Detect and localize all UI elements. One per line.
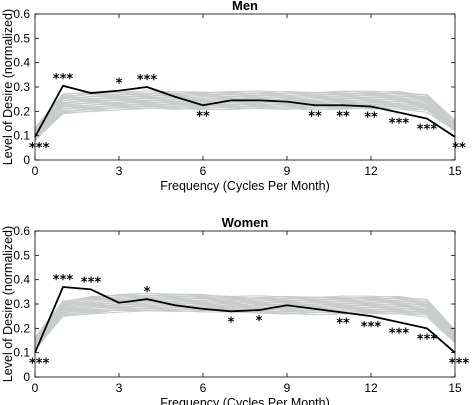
- men-significance-label: ***: [137, 73, 158, 88]
- men-xtick-label: 0: [32, 164, 39, 178]
- women-significance-label: ***: [29, 357, 50, 372]
- men-significance-label: ***: [417, 123, 438, 138]
- men-axes-box: [34, 13, 456, 161]
- men-xtick-label: 6: [200, 164, 207, 178]
- women-significance-label: *: [256, 314, 263, 329]
- women-series-line: [34, 286, 456, 354]
- men-significance-label: ***: [53, 72, 74, 87]
- women-xtick-label: 3: [116, 381, 123, 395]
- women-panel: 00.10.20.30.40.50.60 3 6 9 12 15****** ***** * *…: [1, 215, 469, 405]
- men-ytick-label: 0.5: [13, 31, 30, 45]
- men-significance-label: ***: [389, 117, 410, 132]
- women-significance-label: ***: [53, 273, 74, 288]
- men-significance-label: ***: [29, 141, 50, 156]
- women-xtick-label: 6: [200, 381, 207, 395]
- women-xtick-label: 15: [448, 381, 462, 395]
- men-ytick-label: 0.6: [13, 7, 30, 21]
- women-ytick-label: 0.6: [13, 224, 30, 238]
- women-y-axis-label: Level of Desire (normalized): [1, 226, 15, 382]
- women-xtick-label: 9: [284, 381, 291, 395]
- men-significance-label: **: [308, 109, 322, 124]
- women-ytick-label: 0.3: [13, 297, 30, 311]
- women-significance-label: *: [144, 285, 151, 300]
- women-ytick-label: 0: [23, 370, 30, 384]
- women-significance-label: ***: [81, 275, 102, 290]
- men-significance-label: **: [364, 110, 378, 125]
- women-significance-label: ***: [389, 326, 410, 341]
- men-panel: 00.10.20.30.40.50.60 3 6 9 12 15****** * ***** *…: [1, 0, 466, 193]
- men-xtick-label: 12: [364, 164, 378, 178]
- men-series-line: [34, 84, 456, 138]
- men-y-axis-label: Level of Desire (normalized): [1, 9, 15, 165]
- men-ytick-label: 0.2: [13, 104, 30, 118]
- men-xtick-label: 9: [284, 164, 291, 178]
- men-ytick-label: 0: [23, 153, 30, 167]
- men-ytick-label: 0.3: [13, 80, 30, 94]
- women-significance-label: **: [336, 317, 350, 332]
- men-significance-label: **: [336, 109, 350, 124]
- men-panel-title: Men: [232, 0, 258, 13]
- men-xtick-label: 3: [116, 164, 123, 178]
- women-significance-label: ***: [361, 320, 382, 335]
- men-ytick-label: 0.4: [13, 56, 30, 70]
- women-panel-title: Women: [222, 215, 269, 230]
- women-ytick-label: 0.2: [13, 321, 30, 335]
- women-x-axis-label: Frequency (Cycles Per Month): [160, 396, 330, 405]
- men-ytick-label: 0.1: [13, 129, 30, 143]
- women-significance-label: ***: [417, 332, 438, 347]
- men-significance-label: **: [452, 141, 466, 156]
- women-significance-label: *: [228, 315, 235, 330]
- men-x-axis-label: Frequency (Cycles Per Month): [160, 179, 330, 193]
- women-significance-label: ***: [449, 357, 470, 372]
- women-ytick-label: 0.5: [13, 248, 30, 262]
- women-ytick-label: 0.4: [13, 273, 30, 287]
- women-xtick-label: 12: [364, 381, 378, 395]
- men-xtick-label: 15: [448, 164, 462, 178]
- men-significance-label: **: [196, 109, 210, 124]
- men-significance-label: *: [116, 77, 123, 92]
- women-ytick-label: 0.1: [13, 346, 30, 360]
- women-xtick-label: 0: [32, 381, 39, 395]
